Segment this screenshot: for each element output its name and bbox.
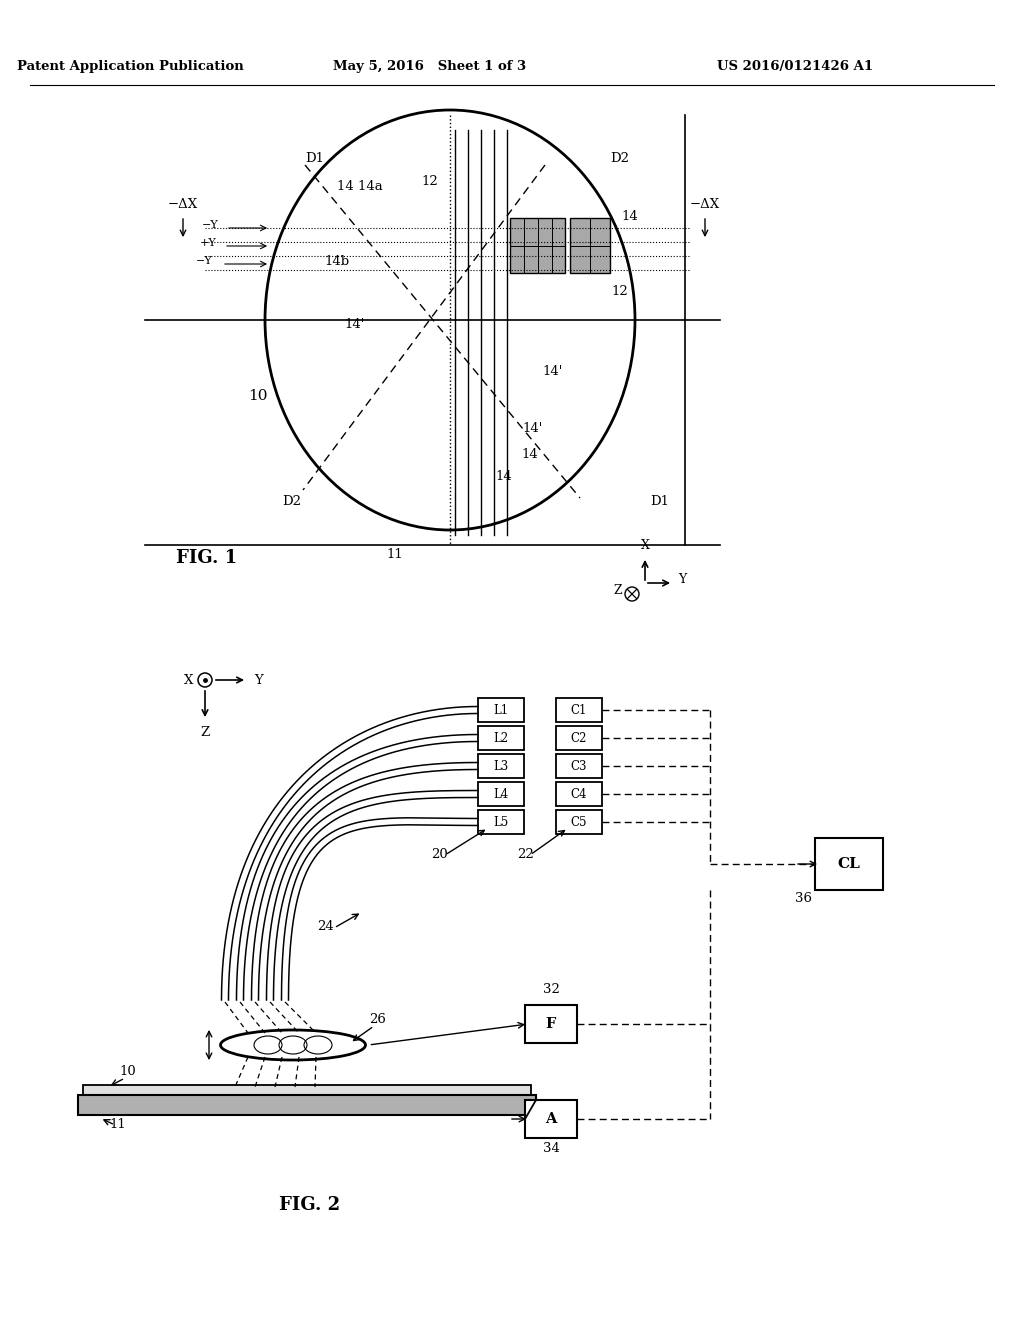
Text: 14: 14 [521, 447, 539, 461]
Text: D2: D2 [283, 495, 301, 508]
Text: L2: L2 [494, 731, 509, 744]
Text: L3: L3 [494, 759, 509, 772]
Text: 10: 10 [248, 389, 267, 403]
Text: 14': 14' [543, 366, 563, 378]
Text: 14': 14' [345, 318, 366, 331]
Text: C5: C5 [570, 816, 587, 829]
Text: Y: Y [678, 573, 686, 586]
Text: Z: Z [613, 583, 623, 597]
FancyBboxPatch shape [556, 726, 602, 750]
Text: −Y: −Y [196, 256, 212, 267]
FancyBboxPatch shape [478, 726, 524, 750]
Text: −ΔX: −ΔX [168, 198, 198, 211]
Text: C1: C1 [570, 704, 587, 717]
Text: 11: 11 [110, 1118, 126, 1131]
Text: Z: Z [201, 726, 210, 738]
Text: 14b: 14b [325, 255, 349, 268]
Text: 14 14a: 14 14a [337, 180, 383, 193]
Text: 12: 12 [611, 285, 629, 298]
Text: Y: Y [255, 673, 263, 686]
Text: FIG. 2: FIG. 2 [280, 1196, 341, 1214]
FancyBboxPatch shape [556, 698, 602, 722]
Text: X: X [641, 539, 649, 552]
Text: US 2016/0121426 A1: US 2016/0121426 A1 [717, 59, 873, 73]
Text: L1: L1 [494, 704, 509, 717]
Text: 10: 10 [120, 1065, 136, 1078]
Text: L4: L4 [494, 788, 509, 800]
Text: 12: 12 [422, 176, 438, 187]
FancyBboxPatch shape [556, 754, 602, 777]
Text: F: F [546, 1016, 556, 1031]
Bar [78, 1096, 536, 1115]
Text: 32: 32 [543, 983, 559, 997]
Text: C3: C3 [570, 759, 587, 772]
FancyBboxPatch shape [478, 754, 524, 777]
FancyBboxPatch shape [525, 1005, 577, 1043]
Text: −ΔX: −ΔX [690, 198, 720, 211]
Text: 22: 22 [517, 847, 534, 861]
FancyBboxPatch shape [478, 781, 524, 807]
Text: −Y: −Y [202, 220, 218, 230]
FancyBboxPatch shape [815, 838, 883, 890]
Text: 26: 26 [370, 1012, 386, 1026]
Text: Patent Application Publication: Patent Application Publication [16, 59, 244, 73]
Text: 14: 14 [496, 470, 512, 483]
FancyBboxPatch shape [478, 698, 524, 722]
Bar [83, 1085, 531, 1096]
FancyBboxPatch shape [556, 810, 602, 834]
Text: 20: 20 [432, 847, 449, 861]
Text: FIG. 1: FIG. 1 [176, 549, 238, 568]
Bar [510, 218, 565, 273]
FancyBboxPatch shape [556, 781, 602, 807]
Text: 34: 34 [543, 1142, 559, 1155]
Text: A: A [546, 1111, 557, 1126]
Text: 14': 14' [523, 422, 543, 436]
Text: 36: 36 [795, 892, 811, 906]
Bar [570, 218, 610, 273]
FancyBboxPatch shape [478, 810, 524, 834]
Text: C2: C2 [570, 731, 587, 744]
Text: D2: D2 [610, 152, 630, 165]
Text: D1: D1 [305, 152, 325, 165]
Text: 24: 24 [316, 920, 334, 933]
Text: 11: 11 [387, 548, 403, 561]
Text: D1: D1 [650, 495, 670, 508]
Text: May 5, 2016   Sheet 1 of 3: May 5, 2016 Sheet 1 of 3 [334, 59, 526, 73]
FancyBboxPatch shape [525, 1100, 577, 1138]
Text: +Y: +Y [200, 238, 216, 248]
Text: CL: CL [838, 857, 860, 871]
Text: X: X [184, 673, 194, 686]
Text: L5: L5 [494, 816, 509, 829]
Text: 14: 14 [622, 210, 638, 223]
Text: C4: C4 [570, 788, 587, 800]
